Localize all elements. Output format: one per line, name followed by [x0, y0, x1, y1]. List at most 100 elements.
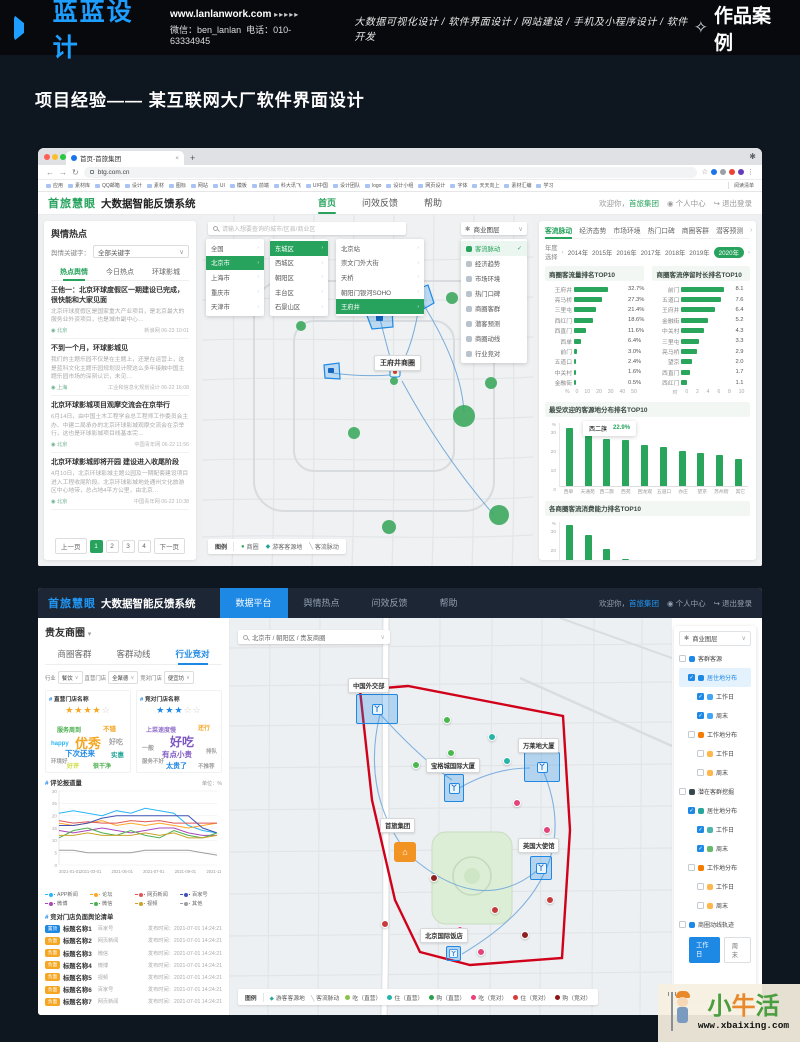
series-legend-item[interactable]: 论坛 [90, 891, 132, 898]
page-number-3[interactable]: 3 [121, 539, 135, 553]
d2-tab-1[interactable]: 客群动线 [116, 649, 151, 659]
cascade-item[interactable]: 北京站 › [336, 241, 424, 256]
neg-list-row[interactable]: 负面 标题名称5 视频 发布时间：2021-07-01 14:24:21 [45, 973, 222, 982]
poi-dot[interactable] [491, 906, 499, 914]
metric-tab-3[interactable]: 热门口碑 [647, 228, 675, 235]
d1-nav-0[interactable]: 首页 [318, 192, 336, 215]
d2-logout[interactable]: ↪ 退出登录 [713, 598, 752, 608]
filter-select[interactable]: 便宜坊 ∨ [163, 671, 194, 684]
d1-map-search[interactable]: 请输入想要查询的城市/区县/商业区 [208, 222, 406, 235]
d2-nav-2[interactable]: 问效反馈 [371, 598, 408, 608]
poi-dot[interactable] [477, 948, 485, 956]
checkbox[interactable]: ✓ [697, 712, 704, 719]
year-2019年[interactable]: 2019年 [689, 249, 710, 257]
cascade-item[interactable]: 重庆市 › [206, 285, 264, 300]
tree-row-居住地分布[interactable]: ✓ 居住地分布 [679, 668, 751, 687]
layer-item-6[interactable]: 商圈动线 [461, 331, 527, 346]
toggle-工作日[interactable]: 工作日 [689, 937, 720, 963]
d2-nav-3[interactable]: 帮助 [439, 598, 458, 608]
series-legend-item[interactable]: 微博 [45, 900, 87, 907]
series-legend-item[interactable]: APP新闻 [45, 891, 87, 898]
tree-row-工作地分布[interactable]: 工作地分布 [679, 725, 751, 744]
filter-select[interactable]: 全聚德 ∨ [108, 671, 139, 684]
neg-list-row[interactable]: 负面 标题名称6 百家号 发布时间：2021-07-01 14:24:21 [45, 985, 222, 994]
cascade-item[interactable]: 崇文门外大街 › [336, 256, 424, 271]
profile-avatar[interactable] [738, 169, 744, 175]
checkbox[interactable] [679, 921, 686, 928]
checkbox[interactable]: ✓ [697, 826, 704, 833]
d2-nav-0[interactable]: 数据平台 [219, 588, 288, 618]
series-legend-item[interactable]: 网页新闻 [135, 891, 177, 898]
news-tab-1[interactable]: 今日热点 [106, 269, 134, 276]
checkbox[interactable] [679, 788, 686, 795]
page-next-button[interactable]: 下一页 [153, 538, 185, 554]
cascade-item[interactable]: 天津市 › [206, 299, 264, 314]
checkbox[interactable] [688, 864, 695, 871]
tree-row-周末[interactable]: 周末 [679, 763, 751, 782]
cascade-item[interactable]: 丰台区 › [270, 285, 328, 300]
cascade-item[interactable]: 王府井 › [336, 299, 424, 314]
extension-icon-red[interactable] [729, 169, 735, 175]
d1-nav-2[interactable]: 帮助 [424, 197, 443, 208]
d2-map[interactable]: 北京市 / 朝阳区 / 贵友商圈 ∨ 丫丫丫丫 ⌂ 丫中国外交部 宝格城国际大厦 万莱地… [230, 618, 672, 1015]
cascade-item[interactable]: 西城区 › [270, 256, 328, 271]
browser-tab[interactable]: 首页-首旅集团 × [66, 151, 184, 165]
tab-close-icon[interactable]: × [175, 154, 179, 162]
neg-list-row[interactable]: 负面 标题名称4 微博 发布时间：2021-07-01 14:24:21 [45, 961, 222, 970]
d2-tab-2[interactable]: 行业竞对 [163, 644, 222, 664]
series-legend-item[interactable]: 其他 [180, 900, 222, 907]
keyword-select[interactable]: 全部关键字 ∨ [93, 245, 189, 258]
d1-map[interactable]: 请输入想要查询的城市/区县/商业区 ✱ 商业图层 ∨ 客流脉动 ✓ 经济趋势 市场环境… [202, 215, 533, 566]
cascade-item[interactable]: 上海市 › [206, 270, 264, 285]
layer-item-3[interactable]: 热门口碑 [461, 286, 527, 301]
bookmark-item[interactable]: 应用 [46, 182, 63, 189]
neg-list-row[interactable]: 置顶 标题名称1 百家号 发布时间：2021-07-01 14:24:21 [45, 924, 222, 933]
bookmark-item[interactable]: 素材库 [68, 182, 90, 189]
news-item[interactable]: 北京环球影城即将开园 建设进入收尾阶段 4月10日，北京环球影城主题公园及一期配套… [51, 453, 189, 511]
poi-dot[interactable] [412, 761, 420, 769]
cascade-item[interactable]: 朝阳区 › [270, 270, 328, 285]
d2-tab-0[interactable]: 商圈客群 [57, 649, 92, 659]
bookmark-item[interactable]: 设计小组 [386, 182, 413, 189]
d1-app-logo[interactable]: 首旅慧眼 [48, 198, 96, 210]
page-number-1[interactable]: 1 [89, 539, 103, 553]
bookmark-item[interactable]: logo [364, 183, 381, 189]
tree-row-工作日[interactable]: 工作日 [679, 877, 751, 896]
poi-area-marker[interactable]: 丫 [356, 694, 398, 724]
tree-row-周末[interactable]: ✓ 周末 [679, 839, 751, 858]
bookmark-star-icon[interactable]: ☆ [701, 169, 708, 176]
forward-icon[interactable]: → [59, 167, 67, 177]
bookmark-item[interactable]: 天天向上 [472, 182, 499, 189]
year-2020年[interactable]: 2020年 [713, 246, 744, 258]
d2-map-search[interactable]: 北京市 / 朝阳区 / 贵友商圈 ∨ [238, 630, 390, 644]
poi-dot[interactable] [503, 757, 511, 765]
portfolio-link[interactable]: ✧ 作品案例 [694, 1, 786, 55]
tree-row-周末[interactable]: ✓ 周末 [679, 706, 751, 725]
neg-list-row[interactable]: 负面 标题名称2 网页新闻 发布时间：2021-07-01 14:24:21 [45, 936, 222, 945]
layer-item-5[interactable]: 潜客预测 [461, 316, 527, 331]
news-item[interactable]: 北京环球影城项目观摩交流会在京举行 6月14日，由中国土木工程学会总工程师工作委员… [51, 396, 189, 454]
site-url[interactable]: www.lanlanwork.com [170, 9, 272, 20]
tree-row-周末[interactable]: 周末 [679, 896, 751, 915]
news-tab-0[interactable]: 热点舆情 [51, 264, 97, 280]
site-logo-text[interactable]: 蓝蓝设计 [52, 0, 134, 62]
poi-dot[interactable] [430, 874, 438, 882]
bookmark-item[interactable]: QQ邮箱 [95, 182, 120, 189]
d1-user-center[interactable]: ◉ 个人中心 [666, 198, 706, 208]
poi-dot[interactable] [513, 799, 521, 807]
tree-row-商圈动线轨迹[interactable]: 商圈动线轨迹 [679, 915, 751, 934]
bookmark-item[interactable]: 设计 [124, 182, 142, 189]
metric-tab-4[interactable]: 商圈客群 [681, 228, 709, 235]
poi-area-marker[interactable]: 丫 [524, 752, 560, 782]
neg-list-row[interactable]: 负面 标题名称7 网页新闻 发布时间：2021-07-01 14:24:21 [45, 997, 222, 1006]
tree-row-客群客源[interactable]: 客群客源 [679, 649, 751, 668]
bookmark-item[interactable]: 科大讯飞 [273, 182, 301, 189]
reload-icon[interactable]: ↻ [72, 167, 79, 177]
d2-nav-1[interactable]: 舆情热点 [303, 598, 340, 608]
new-tab-button[interactable]: + [190, 153, 196, 163]
checkbox[interactable]: ✓ [688, 807, 695, 814]
d2-user-center[interactable]: ◉ 个人中心 [666, 598, 706, 608]
poi-dot[interactable] [381, 920, 389, 928]
maximize-window-icon[interactable] [60, 154, 66, 160]
d2-company[interactable]: 首旅集团 [628, 598, 659, 608]
